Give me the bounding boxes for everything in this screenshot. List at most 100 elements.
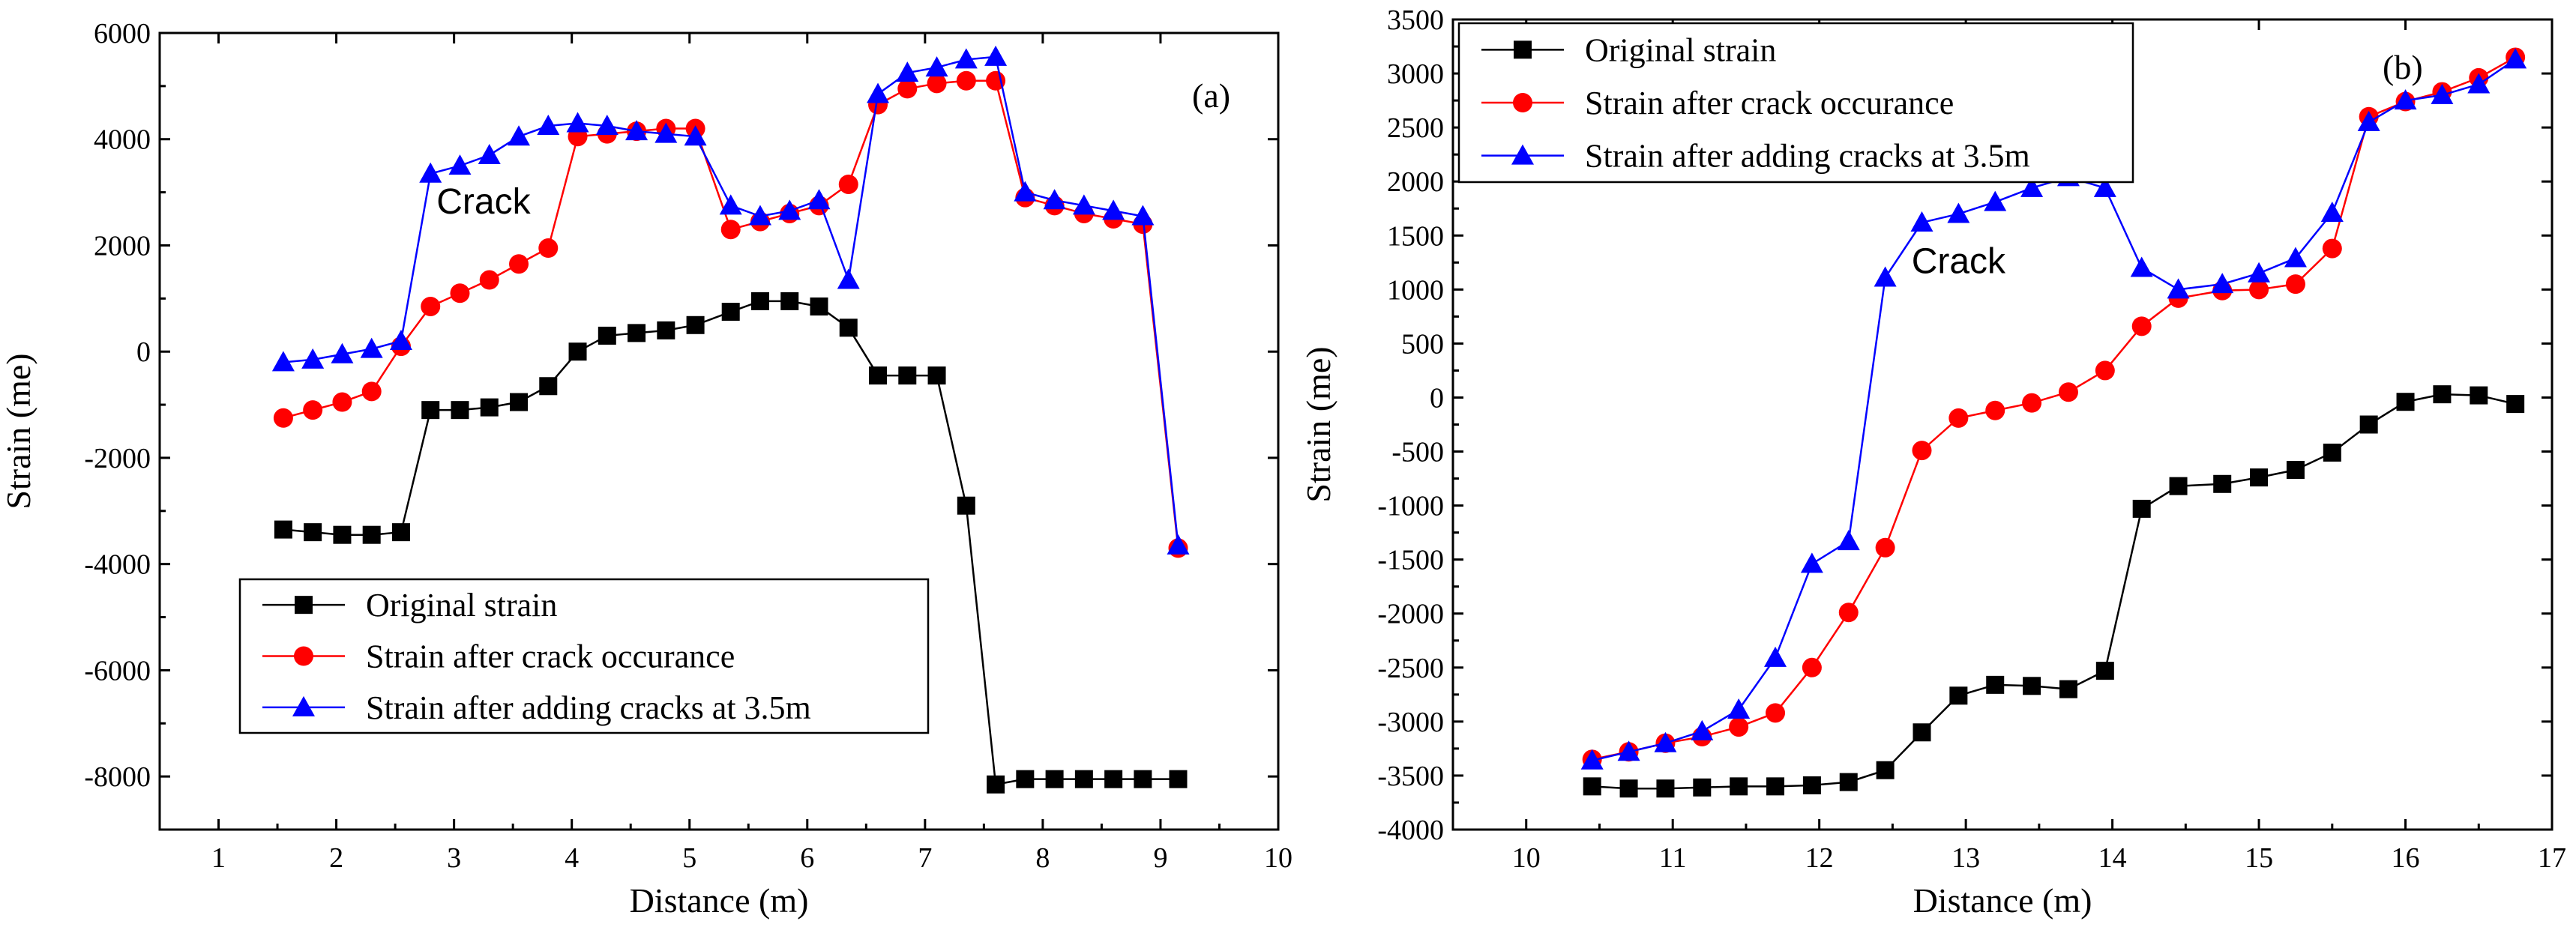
y-tick-label-b: 3500 (1387, 4, 1444, 36)
y-tick-label-b: 3000 (1387, 58, 1444, 90)
data-point-b-0 (2433, 385, 2452, 404)
data-point-a-2 (778, 199, 801, 220)
data-point-b-1 (1802, 657, 1822, 677)
data-point-b-2 (1691, 719, 1714, 740)
data-point-b-1 (1912, 441, 1932, 461)
x-tick-label-a: 1 (211, 842, 226, 874)
y-tick-label-b: 2500 (1387, 112, 1444, 144)
data-point-b-2 (2467, 73, 2491, 94)
y-tick-label-b: 500 (1401, 328, 1444, 360)
data-point-b-2 (2320, 201, 2344, 222)
y-tick-label-a: 2000 (94, 230, 151, 262)
data-point-a-0 (810, 297, 828, 315)
x-tick-label-a: 4 (565, 842, 579, 874)
y-tick-label-a: -4000 (84, 549, 151, 581)
data-point-b-0 (1839, 773, 1858, 791)
data-point-b-2 (2130, 256, 2153, 277)
data-point-a-2 (837, 268, 860, 289)
y-axis-title-a: Strain (me) (0, 353, 37, 509)
legend-label-a-1: Strain after crack occurance (366, 638, 735, 675)
data-point-a-0 (780, 292, 799, 310)
data-point-a-2 (566, 112, 589, 133)
data-point-a-2 (654, 122, 678, 143)
data-point-a-1 (897, 79, 918, 99)
data-point-b-1 (1838, 603, 1859, 623)
data-point-b-2 (1947, 202, 1970, 223)
data-point-a-2 (1043, 189, 1066, 210)
x-tick-label-a: 3 (447, 842, 461, 874)
data-point-b-0 (2095, 662, 2114, 680)
data-point-a-2 (867, 82, 890, 103)
data-point-b-2 (1910, 211, 1933, 232)
data-point-b-0 (2132, 499, 2151, 518)
data-point-b-1 (1985, 400, 2005, 420)
legend-label-b-2: Strain after adding cracks at 3.5m (1585, 138, 2030, 175)
data-point-b-2 (1837, 530, 1860, 551)
data-point-a-0 (721, 303, 740, 321)
data-point-a-0 (421, 401, 440, 420)
data-point-b-1 (1729, 717, 1749, 737)
data-point-a-2 (360, 337, 383, 358)
y-tick-label-b: -2000 (1377, 599, 1444, 630)
x-tick-label-b: 11 (1659, 842, 1687, 874)
legend-marker-a-0 (295, 596, 313, 615)
data-point-b-1 (2249, 280, 2269, 300)
y-tick-label-b: -1000 (1377, 491, 1444, 522)
panel-label-b: (b) (2383, 48, 2423, 86)
y-tick-label-b: -3000 (1377, 707, 1444, 738)
data-point-a-2 (625, 120, 648, 141)
data-point-a-2 (508, 125, 531, 146)
series-line-a-2 (283, 55, 1179, 546)
data-point-a-0 (391, 523, 410, 542)
data-point-b-2 (2394, 89, 2417, 110)
data-point-a-2 (1072, 194, 1095, 215)
y-tick-label-b: -3500 (1377, 761, 1444, 792)
data-point-a-1 (332, 392, 352, 412)
data-point-a-0 (839, 318, 858, 337)
data-point-a-1 (303, 400, 323, 420)
data-point-b-0 (2059, 680, 2077, 698)
data-point-a-2 (331, 342, 354, 363)
legend-label-a-2: Strain after adding cracks at 3.5m (366, 689, 811, 726)
data-point-b-0 (2470, 386, 2488, 405)
data-point-a-2 (595, 115, 619, 136)
data-point-a-0 (1074, 770, 1093, 788)
data-point-a-2 (954, 48, 978, 69)
crack-annotation-b: Crack (1912, 242, 2006, 282)
data-point-a-2 (1014, 181, 1037, 202)
y-tick-label-b: -4000 (1377, 815, 1444, 846)
plot-frame-a (158, 31, 1280, 831)
y-tick-label-a: -2000 (84, 443, 151, 474)
data-point-a-2 (389, 330, 412, 351)
data-point-b-2 (1654, 731, 1677, 752)
data-point-b-0 (2169, 477, 2188, 495)
data-point-b-0 (2396, 393, 2415, 411)
x-tick-label-a: 10 (1264, 842, 1292, 874)
data-point-a-2 (684, 125, 707, 146)
legend-marker-b-0 (1514, 40, 1532, 59)
y-tick-label-a: -8000 (84, 761, 151, 793)
data-point-a-0 (480, 398, 499, 417)
legend-marker-a-1 (294, 646, 313, 666)
y-tick-label-b: -1500 (1377, 545, 1444, 576)
data-point-b-1 (1766, 703, 1786, 723)
data-point-b-0 (1913, 723, 1931, 742)
data-point-b-2 (2167, 278, 2190, 299)
data-point-b-1 (2322, 238, 2342, 259)
data-point-b-1 (2285, 274, 2305, 295)
data-point-a-0 (304, 523, 322, 542)
y-tick-label-a: 6000 (94, 18, 151, 49)
x-tick-label-b: 10 (1512, 842, 1541, 874)
data-point-a-0 (750, 292, 769, 310)
data-point-b-1 (2022, 393, 2042, 413)
data-point-a-0 (898, 366, 917, 385)
x-tick-label-b: 12 (1805, 842, 1834, 874)
y-tick-label-b: 2000 (1387, 166, 1444, 198)
data-point-b-2 (2357, 110, 2380, 131)
data-point-b-2 (2504, 48, 2527, 69)
data-point-b-0 (1730, 777, 1748, 796)
data-point-a-0 (987, 775, 1005, 794)
panel-b-chart: 10 11 12 13 14 15 16 17 -4000 -3500 -3000 -2500 -200… (1299, 4, 2566, 920)
data-point-b-2 (2020, 176, 2044, 197)
legend-marker-b-1 (1513, 93, 1532, 112)
